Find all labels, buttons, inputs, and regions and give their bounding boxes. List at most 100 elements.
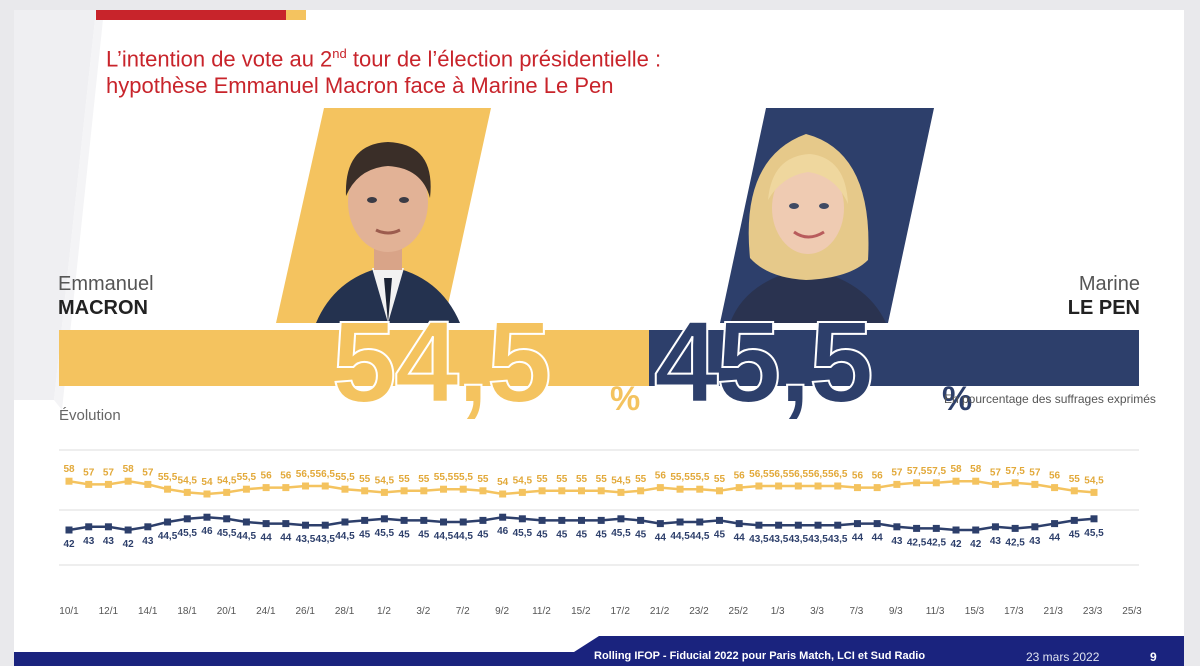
x-tick-label: 11/2	[532, 606, 551, 617]
data-label: 55,5	[690, 472, 710, 483]
data-point	[104, 523, 112, 531]
data-point	[242, 518, 250, 526]
data-point	[1031, 480, 1039, 488]
data-point	[775, 521, 783, 529]
data-label: 56,5	[316, 469, 336, 480]
data-label: 45,5	[178, 528, 198, 539]
data-label: 57	[142, 467, 154, 478]
data-point	[104, 480, 112, 488]
data-point	[972, 526, 980, 534]
footer-page-number: 9	[1150, 650, 1157, 664]
x-tick-label: 15/2	[571, 606, 591, 617]
data-label: 55	[576, 474, 588, 485]
data-label: 56,5	[828, 469, 848, 480]
x-tick-label: 14/1	[138, 606, 158, 617]
data-label: 43	[103, 536, 115, 547]
data-label: 55	[359, 474, 371, 485]
data-point	[262, 520, 270, 528]
data-point	[991, 480, 999, 488]
data-point	[538, 516, 546, 524]
data-point	[420, 487, 428, 495]
data-label: 54,5	[217, 475, 237, 486]
data-label: 58	[123, 464, 135, 475]
title-sup: nd	[332, 46, 347, 61]
data-label: 43	[891, 536, 903, 547]
data-point	[853, 520, 861, 528]
data-label: 55	[418, 474, 430, 485]
data-point	[321, 521, 329, 529]
x-tick-label: 12/1	[99, 606, 119, 617]
lepen-first-name: Marine	[1078, 273, 1140, 295]
data-label: 44	[261, 533, 273, 544]
data-point	[1090, 488, 1098, 496]
data-point	[656, 520, 664, 528]
data-label: 45	[596, 529, 608, 540]
x-tick-label: 3/3	[810, 606, 824, 617]
footer-source: Rolling IFOP - Fiducial 2022 pour Paris …	[594, 650, 926, 662]
data-label: 58	[950, 464, 962, 475]
data-label: 54,5	[513, 475, 533, 486]
data-point	[558, 487, 566, 495]
data-label: 57	[103, 467, 115, 478]
data-point	[262, 484, 270, 492]
data-label: 56	[734, 471, 746, 482]
data-point	[203, 513, 211, 521]
data-label: 42,5	[927, 537, 947, 548]
data-point	[676, 518, 684, 526]
data-point	[696, 518, 704, 526]
data-label: 42	[970, 539, 982, 550]
data-point	[775, 482, 783, 490]
x-tick-label: 23/2	[689, 606, 709, 617]
data-label: 44	[734, 533, 746, 544]
title-line1-end: tour de l’élection présidentielle :	[346, 46, 662, 72]
lepen-percent-sign: %	[942, 380, 973, 418]
data-label: 45	[359, 529, 371, 540]
data-point	[814, 521, 822, 529]
x-tick-label: 7/3	[849, 606, 863, 617]
data-point	[1031, 523, 1039, 531]
data-label: 58	[63, 464, 75, 475]
x-tick-label: 9/3	[889, 606, 903, 617]
x-tick-label: 25/2	[729, 606, 749, 617]
data-point	[1070, 516, 1078, 524]
data-point	[499, 513, 507, 521]
data-label: 56,5	[769, 469, 789, 480]
data-point	[65, 477, 73, 485]
data-label: 43,5	[296, 534, 316, 545]
data-point	[873, 520, 881, 528]
data-label: 44,5	[237, 531, 257, 542]
x-tick-label: 10/1	[59, 606, 79, 617]
data-point	[242, 485, 250, 493]
data-label: 43	[142, 536, 154, 547]
data-label: 55	[1069, 474, 1081, 485]
data-label: 55	[399, 474, 411, 485]
data-point	[124, 477, 132, 485]
slide: L’intention de vote au 2nd tour de l’éle…	[14, 10, 1184, 666]
data-label: 56,5	[789, 469, 809, 480]
data-point	[420, 516, 428, 524]
data-label: 45	[576, 529, 588, 540]
data-label: 43	[990, 536, 1002, 547]
data-point	[183, 515, 191, 523]
data-point	[1011, 524, 1019, 532]
top-stripe-gold	[286, 10, 306, 20]
data-point	[1051, 484, 1059, 492]
data-label: 45	[556, 529, 568, 540]
data-point	[1051, 520, 1059, 528]
data-point	[164, 485, 172, 493]
data-point	[341, 485, 349, 493]
data-point	[361, 487, 369, 495]
data-label: 55	[537, 474, 549, 485]
data-point	[459, 485, 467, 493]
data-label: 55	[556, 474, 568, 485]
data-point	[1090, 515, 1098, 523]
data-point	[341, 518, 349, 526]
data-point	[637, 487, 645, 495]
suffrage-note: En pourcentage des suffrages exprimés	[944, 392, 1156, 406]
data-point	[223, 488, 231, 496]
data-label: 43,5	[769, 534, 789, 545]
data-point	[834, 482, 842, 490]
data-label: 45	[418, 529, 430, 540]
data-point	[991, 523, 999, 531]
x-tick-label: 20/1	[217, 606, 237, 617]
